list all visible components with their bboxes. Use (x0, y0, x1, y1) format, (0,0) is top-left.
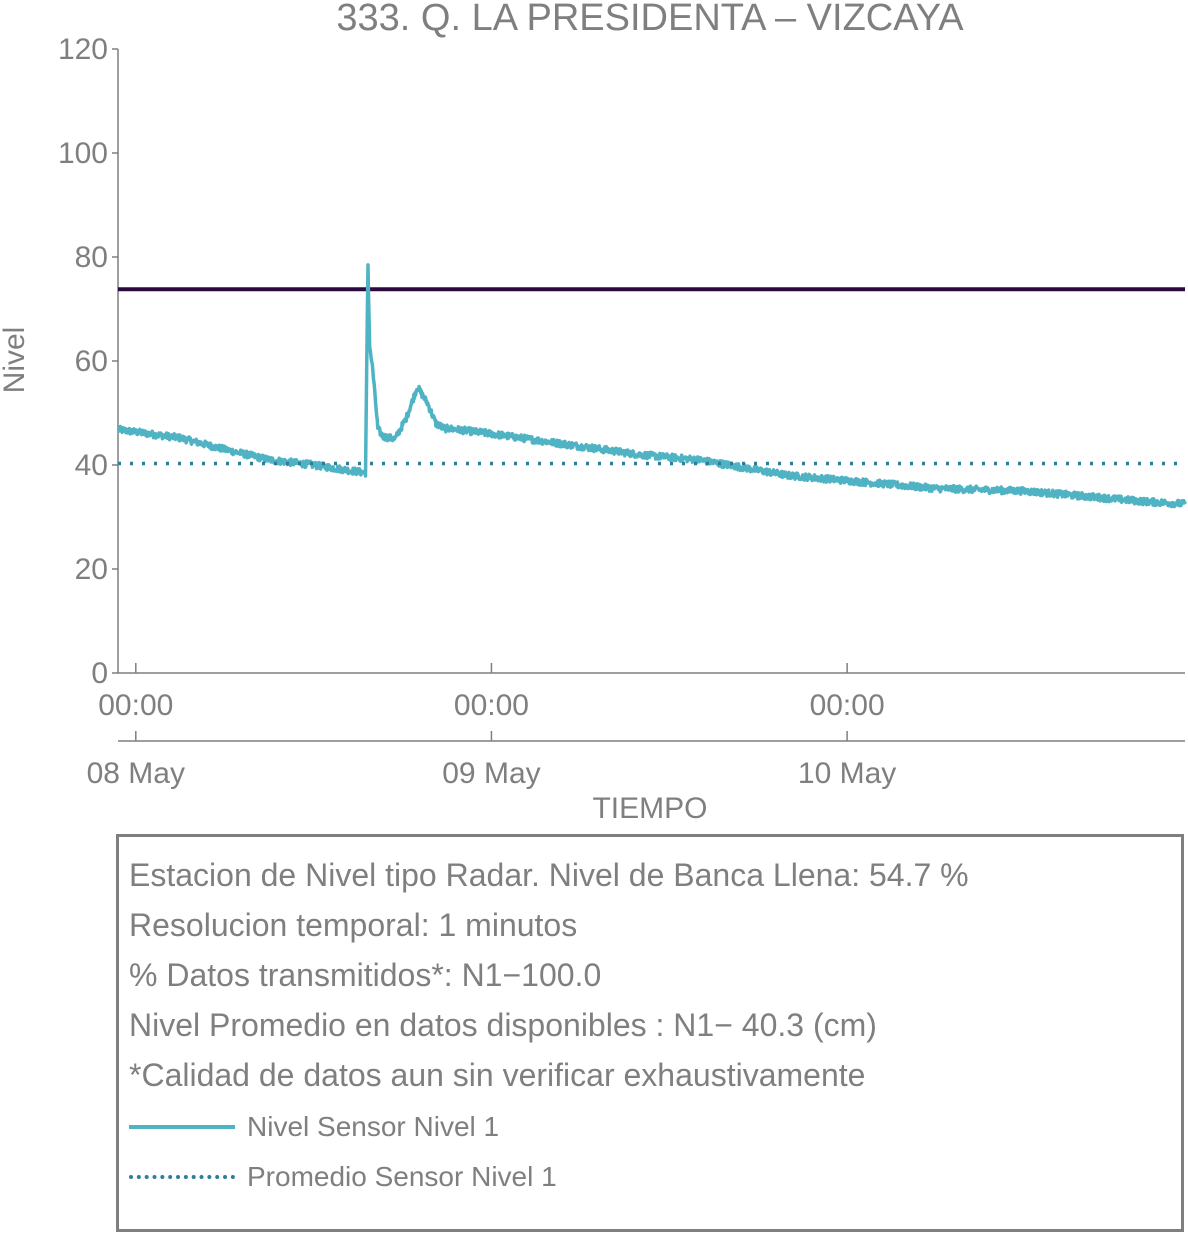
x-tick-label-date-2: 10 May (798, 757, 896, 790)
y-tick-label-40: 40 (75, 449, 108, 482)
y-tick-label-60: 60 (75, 345, 108, 378)
legend-label-nivel: Nivel Sensor Nivel 1 (247, 1111, 500, 1142)
legend-item-nivel: Nivel Sensor Nivel 1 (129, 1112, 729, 1142)
series-nivel-line (116, 263, 1187, 509)
x-tick-label-time-1: 00:00 (454, 689, 529, 722)
y-axis-label: Nivel (0, 327, 31, 394)
info-resolution: Resolucion temporal: 1 minutos (129, 907, 578, 943)
axes: 0 20 40 60 80 100 120 00:00 08 May 00:00 09 May 00:… (58, 33, 1185, 790)
legend-label-promedio: Promedio Sensor Nivel 1 (247, 1161, 557, 1192)
legend-swatch-solid (129, 1125, 235, 1129)
chart: 333. Q. LA PRESIDENTA – VIZCAYA Nivel TI… (0, 0, 1187, 825)
y-tick-label-100: 100 (58, 137, 108, 170)
y-tick-label-120: 120 (58, 33, 108, 66)
y-tick-label-80: 80 (75, 241, 108, 274)
x-tick-label-date-1: 09 May (442, 757, 540, 790)
info-station-type: Estacion de Nivel tipo Radar. Nivel de B… (129, 857, 969, 893)
info-transmitted: % Datos transmitidos*: N1−100.0 (129, 957, 602, 993)
info-box: Estacion de Nivel tipo Radar. Nivel de B… (116, 834, 1184, 1232)
legend-swatch-dotted (129, 1175, 235, 1179)
info-quality-note: *Calidad de datos aun sin verificar exha… (129, 1057, 866, 1093)
x-tick-label-date-0: 08 May (87, 757, 185, 790)
y-tick-label-20: 20 (75, 553, 108, 586)
legend-item-promedio: Promedio Sensor Nivel 1 (129, 1162, 729, 1192)
x-tick-label-time-2: 00:00 (810, 689, 885, 722)
chart-title: 333. Q. LA PRESIDENTA – VIZCAYA (336, 0, 964, 39)
info-average: Nivel Promedio en datos disponibles : N1… (129, 1007, 877, 1043)
x-tick-label-time-0: 00:00 (98, 689, 173, 722)
y-tick-label-0: 0 (91, 657, 108, 690)
x-axis-label: TIEMPO (592, 792, 707, 825)
series-group (116, 263, 1187, 509)
